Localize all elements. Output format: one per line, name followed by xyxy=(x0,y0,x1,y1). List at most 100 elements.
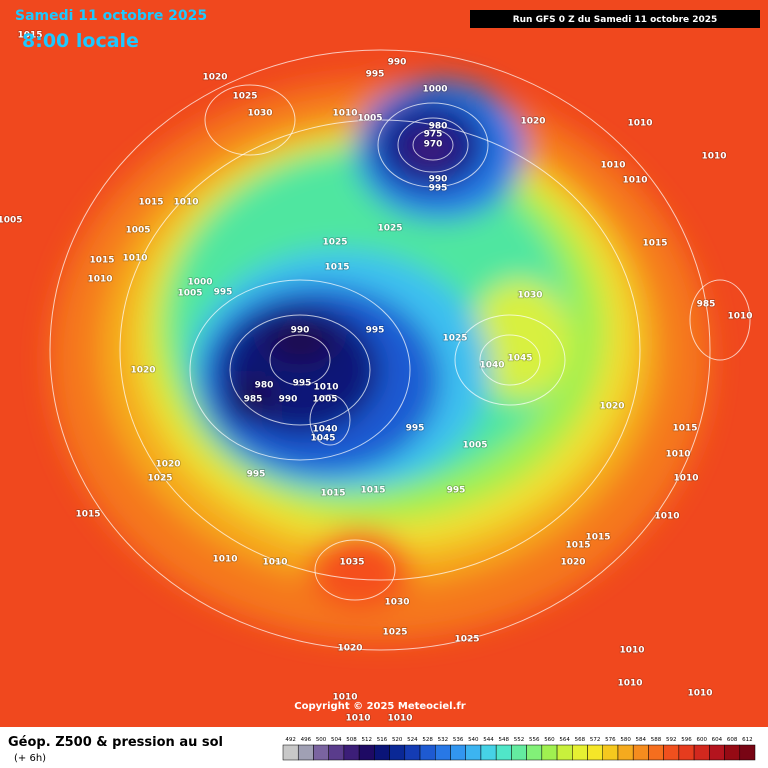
run-info: Run GFS 0 Z du Samedi 11 octobre 2025 xyxy=(513,15,718,25)
isobar-label: 995 xyxy=(247,470,266,480)
isobar-label: 1040 xyxy=(479,361,504,371)
isobar-label: 1025 xyxy=(454,635,479,645)
colorbar-swatch xyxy=(663,744,680,761)
colorbar-label: 588 xyxy=(651,737,662,743)
colorbar-label: 536 xyxy=(453,737,464,743)
colorbar-swatch xyxy=(358,744,375,761)
colorbar-swatch xyxy=(343,744,360,761)
colorbar-swatch xyxy=(480,744,497,761)
isobar-label: 1015 xyxy=(565,541,590,551)
isobar-label: 1010 xyxy=(122,254,147,264)
colorbar-label: 560 xyxy=(544,737,555,743)
isobar-label: 1005 xyxy=(0,216,23,226)
isobar-label: 1025 xyxy=(147,474,172,484)
isobar-label: 1015 xyxy=(17,31,42,41)
colorbar-label: 564 xyxy=(559,737,570,743)
colorbar-swatch xyxy=(541,744,558,761)
isobar-label: 1025 xyxy=(377,224,402,234)
isobar-label: 1015 xyxy=(324,263,349,273)
isobar-label: 995 xyxy=(447,486,466,496)
colorbar-swatch xyxy=(297,744,314,761)
isobar-label: 1035 xyxy=(339,558,364,568)
isobar-label: 1030 xyxy=(384,598,409,608)
colorbar-swatch xyxy=(709,744,725,761)
isobar-label: 1015 xyxy=(672,424,697,434)
isobar-label: 970 xyxy=(424,140,443,150)
isobar-label: 985 xyxy=(697,300,716,310)
colorbar-swatch xyxy=(632,744,649,761)
colorbar-swatch xyxy=(282,744,299,761)
colorbar-swatch xyxy=(313,744,329,761)
colorbar-swatch xyxy=(617,744,634,761)
isobar-label: 1015 xyxy=(320,489,345,499)
isobar-label: 1010 xyxy=(701,152,726,162)
colorbar-swatch xyxy=(404,744,421,761)
colorbar-swatch xyxy=(556,744,573,761)
colorbar-swatch xyxy=(693,744,710,761)
isobar-label: 1025 xyxy=(382,628,407,638)
isobar-label: 1015 xyxy=(360,486,385,496)
isobar-label: 1010 xyxy=(665,450,690,460)
colorbar-label: 524 xyxy=(407,737,418,743)
colorbar-swatch xyxy=(724,744,741,761)
colorbar-label: 508 xyxy=(346,737,357,743)
colorbar-label: 556 xyxy=(529,737,540,743)
isobar-label: 1025 xyxy=(232,92,257,102)
colorbar-label: 532 xyxy=(438,737,449,743)
isobar-label: 1000 xyxy=(422,85,447,95)
colorbar-label: 528 xyxy=(422,737,433,743)
isobar-label: 1020 xyxy=(130,366,155,376)
isobar-label: 1010 xyxy=(673,474,698,484)
isobar-label: 1010 xyxy=(627,119,652,129)
isobar-label: 1010 xyxy=(332,109,357,119)
isobar-label: 1010 xyxy=(262,558,287,568)
colorbar-swatch xyxy=(526,744,543,761)
isobar-label: 1010 xyxy=(619,646,644,656)
colorbar-swatch xyxy=(572,744,588,761)
isobar-label: 1015 xyxy=(75,510,100,520)
isobar-label: 1005 xyxy=(177,289,202,299)
colorbar-label: 540 xyxy=(468,737,479,743)
isobar-label: 1010 xyxy=(617,679,642,689)
colorbar-swatch xyxy=(389,744,406,761)
isobar-label: 1005 xyxy=(125,226,150,236)
isobar-label: 995 xyxy=(214,288,233,298)
isobar-label: 1005 xyxy=(462,441,487,451)
colorbar-swatch xyxy=(587,744,603,761)
isobar-label: 1010 xyxy=(212,555,237,565)
isobar-label: 990 xyxy=(291,326,310,336)
isobar-label: 1010 xyxy=(332,693,357,703)
colorbar-swatch xyxy=(450,744,466,761)
isobar-label: 1010 xyxy=(387,714,412,724)
colorbar-label: 576 xyxy=(605,737,616,743)
colorbar-label: 612 xyxy=(742,737,753,743)
colorbar-label: 568 xyxy=(575,737,586,743)
isobar-label: 995 xyxy=(406,424,425,434)
colorbar-label: 500 xyxy=(316,737,327,743)
isobar-label: 1020 xyxy=(155,460,180,470)
isobar-label: 1010 xyxy=(687,689,712,699)
colorbar-swatch xyxy=(435,744,451,761)
isobar-label: 995 xyxy=(366,70,385,80)
isobar-label: 980 xyxy=(429,122,448,132)
isobar-label: 1045 xyxy=(310,434,335,444)
colorbar-label: 584 xyxy=(636,737,647,743)
colorbar-label: 496 xyxy=(301,737,312,743)
footer-lead: (+ 6h) xyxy=(14,753,46,764)
isobar-label: 1010 xyxy=(622,176,647,186)
colorbar-label: 600 xyxy=(696,737,707,743)
isobar-label: 1030 xyxy=(517,291,542,301)
isobar-label: 1005 xyxy=(357,114,382,124)
isobar-label: 1015 xyxy=(89,256,114,266)
isobar-label: 1010 xyxy=(600,161,625,171)
colorbar-label: 548 xyxy=(499,737,510,743)
isobar-label: 990 xyxy=(429,175,448,185)
colorbar-label: 544 xyxy=(483,737,494,743)
isobar-label: 1025 xyxy=(442,334,467,344)
colorbar-swatch xyxy=(419,744,436,761)
copyright: Copyright © 2025 Meteociel.fr xyxy=(294,701,465,712)
colorbar-label: 516 xyxy=(377,737,388,743)
isobar-label: 990 xyxy=(279,395,298,405)
isobar-label: 1010 xyxy=(173,198,198,208)
